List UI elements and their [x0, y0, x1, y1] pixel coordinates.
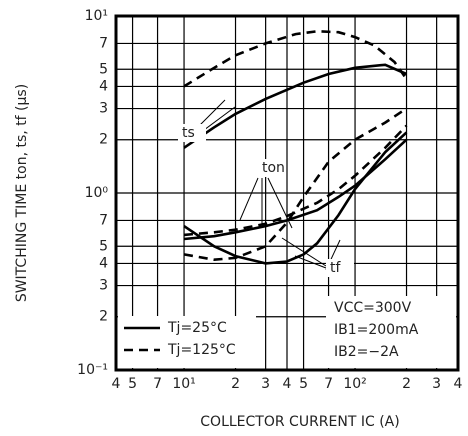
- condition: IB1=200mA: [334, 322, 419, 338]
- x-tick-label: 5: [128, 376, 137, 392]
- x-tick-label: 10¹: [172, 376, 195, 392]
- curve: [183, 63, 408, 149]
- curve: [183, 29, 408, 88]
- curve: [183, 124, 408, 237]
- y-axis-label: SWITCHING TIME ton, ts, tf (μs): [14, 84, 30, 302]
- annotation-bg: [178, 124, 206, 142]
- x-tick-label: 3: [261, 376, 270, 392]
- leader-line: [294, 255, 327, 269]
- y-tick-label: 10⁻¹: [77, 362, 108, 378]
- x-tick-label: 4: [454, 376, 463, 392]
- conditions-box: [326, 296, 456, 368]
- x-axis-label: COLLECTOR CURRENT IC (A): [200, 414, 399, 430]
- legend-label: Tj=25°C: [167, 320, 227, 336]
- x-tick-label: 2: [402, 376, 411, 392]
- x-tick-label: 7: [153, 376, 162, 392]
- y-tick-label: 3: [99, 101, 108, 117]
- x-tick-label: 4: [112, 376, 121, 392]
- annotation-bg: [326, 259, 354, 277]
- leader-line: [267, 177, 293, 229]
- x-tick-label: 3: [432, 376, 441, 392]
- y-tick-label: 10⁰: [85, 185, 109, 201]
- curve: [183, 107, 408, 262]
- y-tick-label: 2: [99, 309, 108, 325]
- curve: [183, 138, 408, 241]
- x-tick-label: 7: [324, 376, 333, 392]
- y-tick-label: 3: [99, 278, 108, 294]
- legend-box: [118, 316, 256, 368]
- x-tick-label: 2: [231, 376, 240, 392]
- plot-border: [114, 14, 460, 372]
- curve: [183, 131, 408, 265]
- leader-line: [239, 177, 259, 221]
- annotation: ton: [262, 160, 285, 176]
- y-tick-label: 7: [99, 212, 108, 228]
- y-tick-label: 7: [99, 35, 108, 51]
- condition: IB2=−2A: [334, 344, 399, 360]
- y-tick-label: 4: [99, 78, 108, 94]
- annotation: ts: [182, 125, 195, 141]
- annotation: tf: [330, 260, 341, 276]
- x-tick-label: 10²: [343, 376, 366, 392]
- y-tick-label: 2: [99, 132, 108, 148]
- leader-line: [281, 237, 327, 267]
- x-tick-label: 4: [283, 376, 292, 392]
- y-tick-label: 5: [99, 61, 108, 77]
- condition: VCC=300V: [334, 300, 412, 316]
- x-tick-label: 5: [299, 376, 308, 392]
- annotation-bg: [258, 159, 286, 177]
- y-tick-label: 4: [99, 255, 108, 271]
- legend-label: Tj=125°C: [167, 342, 236, 358]
- y-tick-label: 5: [99, 238, 108, 254]
- y-tick-label: 10¹: [85, 8, 108, 24]
